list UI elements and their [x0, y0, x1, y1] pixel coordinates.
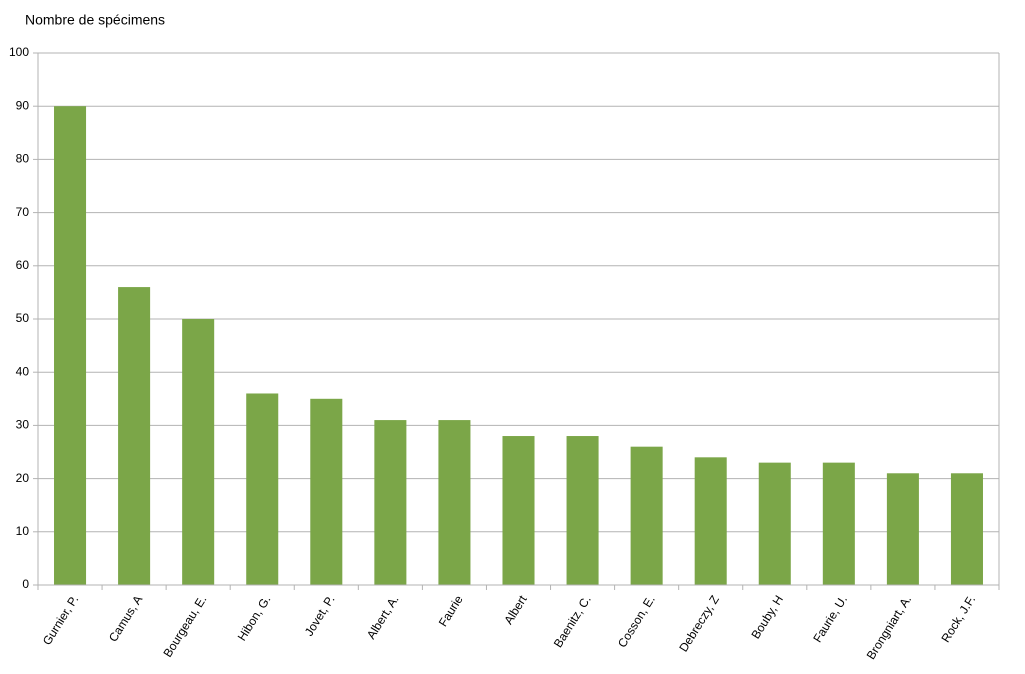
y-tick-label: 50 [16, 311, 30, 325]
y-tick-label: 0 [22, 577, 29, 591]
bar [374, 420, 407, 585]
x-tick-label: Camus, A [106, 593, 145, 645]
bar [502, 436, 535, 585]
x-tick-label: Baenitz, C. [551, 593, 594, 650]
x-tick-label: Jovet, P. [302, 593, 338, 639]
x-tick-label: Debreczy, Z [676, 593, 722, 655]
y-tick-label: 100 [9, 45, 29, 59]
y-tick-label: 10 [16, 524, 30, 538]
y-tick-label: 60 [16, 258, 30, 272]
bar [310, 398, 343, 585]
y-axis-title: Nombre de spécimens [25, 12, 165, 28]
x-tick-label: Gurnier, P. [40, 593, 81, 648]
x-tick-label: Albert, A. [364, 593, 402, 642]
x-tick-label: Faurie [436, 593, 466, 630]
bar [758, 462, 791, 585]
y-tick-label: 70 [16, 205, 30, 219]
bar [694, 457, 727, 585]
bar [886, 473, 919, 585]
x-tick-label: Brongniart, A. [864, 593, 914, 662]
x-tick-label: Rock, J.F. [938, 593, 978, 645]
bar [950, 473, 983, 585]
x-tick-label: Hibon, G. [235, 593, 274, 643]
y-tick-label: 40 [16, 364, 30, 378]
bar [54, 106, 87, 585]
bar [246, 393, 279, 585]
bar [438, 420, 471, 585]
bar [118, 287, 151, 585]
bar [822, 462, 855, 585]
x-tick-label: Bourgeau, E. [160, 593, 209, 660]
bar [630, 446, 663, 585]
x-tick-label: Cosson, E. [615, 593, 658, 650]
y-tick-label: 30 [16, 418, 30, 432]
x-tick-label: Faurie, U. [810, 593, 850, 645]
x-tick-label: Bouby, H [748, 593, 786, 642]
x-tick-label: Albert [501, 592, 530, 627]
bar [566, 436, 599, 585]
y-tick-label: 80 [16, 152, 30, 166]
bar [182, 319, 215, 585]
y-tick-label: 20 [16, 471, 30, 485]
y-tick-label: 90 [16, 98, 30, 112]
